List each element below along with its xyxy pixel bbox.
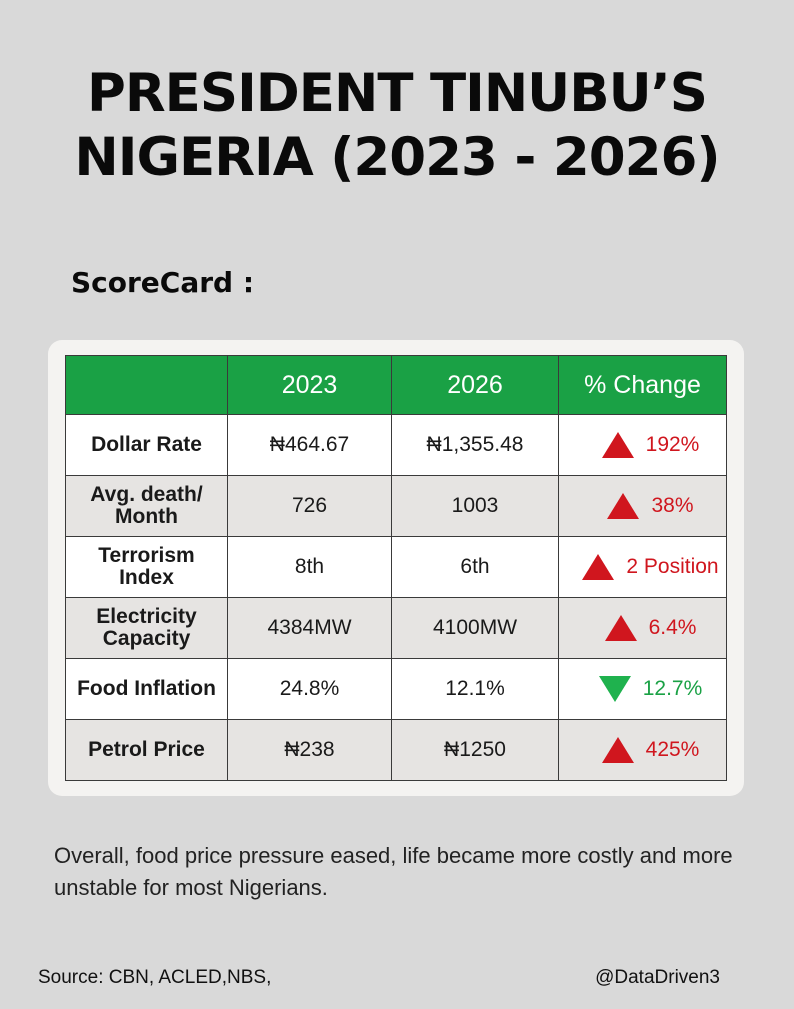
- change-value: 6.4%: [648, 616, 697, 639]
- change-cell: 6.4%: [558, 597, 727, 659]
- title-line-2: NIGERIA (2023 - 2026): [74, 127, 720, 188]
- metric-cell: Food Inflation: [65, 658, 228, 720]
- summary-text: Overall, food price pressure eased, life…: [54, 843, 733, 900]
- source-credit: Source: CBN, ACLED,NBS,: [38, 967, 272, 988]
- value-2023-cell: 4384MW: [227, 597, 392, 659]
- change-value: 38%: [651, 494, 694, 517]
- change-cell: 2 Position: [558, 536, 727, 598]
- triangle-up-icon: [601, 432, 634, 458]
- value-2023-cell: 726: [227, 475, 392, 537]
- header-2026: 2026: [391, 355, 559, 415]
- header-2023: 2023: [227, 355, 392, 415]
- table-row: Food Inflation 24.8% 12.1% 12.7%: [65, 658, 727, 720]
- value-2026-cell: 4100MW: [391, 597, 559, 659]
- change-cell: 12.7%: [558, 658, 727, 720]
- title-line-1: PRESIDENT TINUBU’S: [87, 63, 708, 124]
- value-2026-cell: 1003: [391, 475, 559, 537]
- change-value: 2 Position: [626, 555, 719, 578]
- page-title: PRESIDENT TINUBU’S NIGERIA (2023 - 2026): [0, 62, 794, 190]
- metric-cell: Electricity Capacity: [65, 597, 228, 659]
- metric-cell: Dollar Rate: [65, 414, 228, 476]
- triangle-down-icon: [598, 676, 631, 702]
- value-2026-cell: 12.1%: [391, 658, 559, 720]
- change-value: 425%: [645, 738, 700, 761]
- table-row: Petrol Price ₦238 ₦1250 425%: [65, 719, 727, 781]
- triangle-up-icon: [601, 737, 634, 763]
- metric-cell: Petrol Price: [65, 719, 228, 781]
- value-2023-cell: 24.8%: [227, 658, 392, 720]
- triangle-up-icon: [607, 493, 640, 519]
- value-2026-cell: ₦1250: [391, 719, 559, 781]
- header-metric: [65, 355, 228, 415]
- triangle-up-icon: [604, 615, 637, 641]
- table-row: Electricity Capacity 4384MW 4100MW 6.4%: [65, 597, 727, 659]
- table-row: Avg. death/ Month 726 1003 38%: [65, 475, 727, 537]
- triangle-up-icon: [582, 554, 615, 580]
- value-2023-cell: 8th: [227, 536, 392, 598]
- value-2023-cell: ₦464.67: [227, 414, 392, 476]
- change-value: 192%: [645, 433, 700, 456]
- table-row: Terrorism Index 8th 6th 2 Position: [65, 536, 727, 598]
- table-row: Dollar Rate ₦464.67 ₦1,355.48 192%: [65, 414, 727, 476]
- scorecard-table: 2023 2026 % Change Dollar Rate ₦464.67 ₦1,…: [65, 355, 727, 781]
- scorecard-label: ScoreCard :: [71, 266, 255, 299]
- value-2026-cell: 6th: [391, 536, 559, 598]
- change-cell: 38%: [558, 475, 727, 537]
- header-change: % Change: [558, 355, 727, 415]
- metric-cell: Terrorism Index: [65, 536, 228, 598]
- value-2026-cell: ₦1,355.48: [391, 414, 559, 476]
- value-2023-cell: ₦238: [227, 719, 392, 781]
- change-value: 12.7%: [642, 677, 703, 700]
- change-cell: 192%: [558, 414, 727, 476]
- author-handle: @DataDriven3: [595, 967, 720, 988]
- metric-cell: Avg. death/ Month: [65, 475, 228, 537]
- change-cell: 425%: [558, 719, 727, 781]
- table-header-row: 2023 2026 % Change: [65, 355, 727, 415]
